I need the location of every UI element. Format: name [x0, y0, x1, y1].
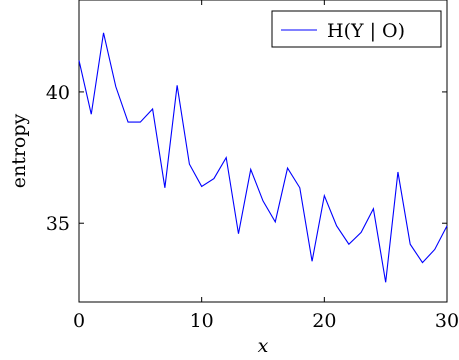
legend: H(Y | O) — [271, 10, 442, 48]
y-axis-label: entropy — [8, 113, 30, 188]
series-line-h-y-given-o — [78, 32, 448, 283]
y-tick-label: 35 — [46, 213, 70, 235]
x-tick-label: 20 — [312, 310, 336, 332]
x-tick-label: 30 — [435, 310, 459, 332]
x-tick-label: 10 — [190, 310, 214, 332]
legend-entry: H(Y | O) — [327, 20, 405, 42]
axis-ticks: 0 10 20 30 35 40 — [46, 0, 459, 332]
x-tick-label: 0 — [73, 310, 85, 332]
y-tick-label: 40 — [46, 82, 70, 104]
legend-box — [271, 10, 442, 48]
x-axis-label: x — [258, 335, 269, 357]
plot-frame — [78, 0, 448, 303]
